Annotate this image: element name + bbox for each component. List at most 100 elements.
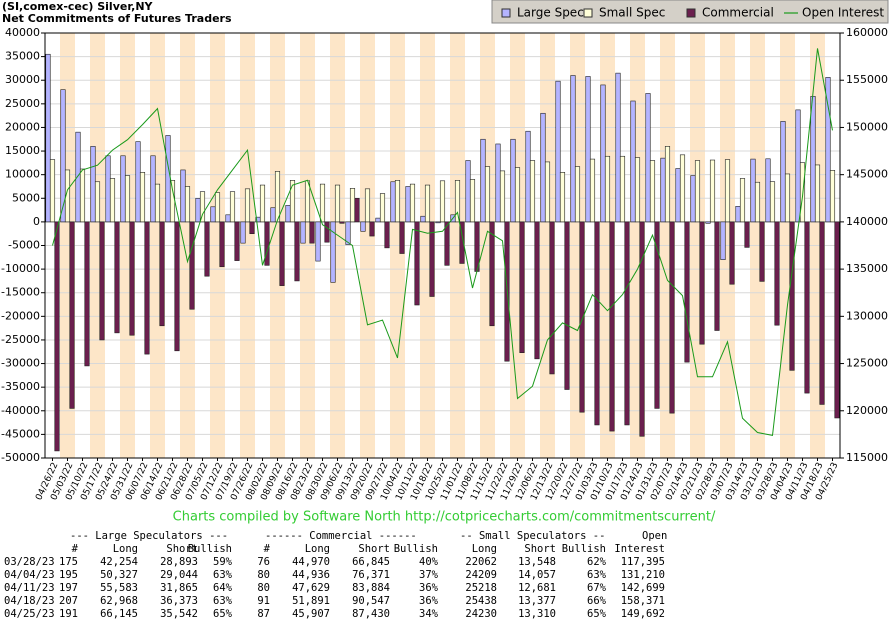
bar — [264, 221, 270, 266]
bar — [709, 159, 716, 223]
chart-subtitle: Net Commitments of Futures Traders — [2, 12, 232, 25]
legend-label: Large Spec — [517, 6, 584, 20]
table-cell: 90,547 — [352, 595, 390, 607]
table-group-header: -- Small Speculators -- — [460, 530, 605, 542]
bar — [675, 168, 681, 223]
bar — [109, 178, 116, 223]
bar — [739, 178, 746, 223]
bar — [819, 221, 825, 405]
bar — [439, 180, 446, 223]
bar — [180, 169, 186, 223]
table-column-header: Bullish — [188, 543, 232, 555]
bar — [690, 175, 696, 223]
bar — [564, 221, 570, 390]
bar — [375, 217, 381, 223]
y-tick-label: -5000 — [8, 239, 40, 252]
bar — [360, 221, 366, 232]
bar — [534, 221, 540, 360]
bar — [345, 221, 351, 245]
y-tick-label: -10000 — [1, 262, 40, 275]
bar — [724, 159, 731, 223]
table-cell: 24230 — [465, 608, 497, 620]
y-tick-label: 0 — [33, 215, 40, 228]
y-tick-label: 15000 — [5, 144, 40, 157]
bar — [259, 184, 266, 223]
y-tick-label: -45000 — [1, 427, 40, 440]
legend-label: Open Interest — [802, 6, 884, 20]
bar — [60, 89, 66, 223]
bar — [754, 181, 761, 223]
bar — [184, 186, 191, 223]
bar — [639, 221, 645, 437]
table-column-header: Interest — [614, 543, 665, 555]
bar — [579, 221, 585, 413]
bar — [304, 180, 311, 223]
bar — [630, 100, 636, 223]
table-cell: 63% — [213, 595, 233, 607]
bar — [519, 221, 525, 353]
bar — [525, 130, 531, 223]
bar — [660, 157, 666, 223]
y-tick-label: -35000 — [1, 380, 40, 393]
bar — [334, 184, 341, 223]
table-cell: 197 — [59, 582, 78, 594]
table-cell: 34% — [419, 608, 439, 620]
table-cell: 83,884 — [352, 582, 390, 594]
bar — [495, 143, 501, 223]
table-cell: 47,629 — [292, 582, 330, 594]
table-column-header: Short — [166, 543, 198, 555]
bar — [510, 138, 516, 223]
bar — [234, 221, 240, 261]
table-cell: 62,968 — [100, 595, 138, 607]
table-date: 04/25/23 — [4, 608, 55, 620]
bar — [600, 84, 606, 223]
table-cell: 117,395 — [621, 556, 665, 568]
bar — [765, 158, 771, 223]
table-cell: 31,865 — [160, 582, 198, 594]
bar — [139, 172, 146, 223]
y2-tick-label: 145000 — [846, 168, 888, 181]
bar — [619, 155, 626, 223]
bar — [489, 221, 495, 327]
table-column-header: Long — [305, 543, 330, 555]
table-cell: 158,371 — [621, 595, 665, 607]
bar — [300, 221, 306, 244]
bar — [574, 166, 581, 223]
legend-swatch — [501, 8, 511, 18]
bar — [549, 221, 555, 375]
bar — [364, 188, 371, 223]
bar — [774, 221, 780, 326]
bar — [669, 221, 675, 414]
table-column-header: Bullish — [394, 543, 438, 555]
bar — [604, 155, 611, 223]
bar — [244, 188, 251, 223]
bar — [384, 221, 390, 249]
legend-label: Commercial — [702, 6, 774, 20]
bar — [810, 96, 816, 223]
bar — [694, 160, 701, 223]
bar — [279, 221, 285, 286]
bar — [154, 183, 161, 223]
table-group-header: --- Large Speculators --- — [70, 530, 228, 542]
y2-tick-label: 155000 — [846, 73, 888, 86]
table-cell: 63% — [587, 569, 607, 581]
y-tick-label: 35000 — [5, 50, 40, 63]
bar — [330, 221, 336, 283]
line-series — [52, 48, 833, 436]
bar — [45, 53, 51, 223]
bar — [379, 193, 386, 223]
bar — [225, 214, 231, 223]
table-cell: 50,327 — [100, 569, 138, 581]
bar — [289, 180, 296, 223]
bar — [555, 80, 561, 223]
table-cell: 12,681 — [518, 582, 556, 594]
bar — [270, 207, 276, 223]
bar — [174, 221, 180, 352]
bar — [144, 221, 150, 355]
bar — [214, 192, 221, 223]
table-cell: 64% — [213, 582, 233, 594]
y2-tick-label: 135000 — [846, 262, 888, 275]
bar — [90, 146, 96, 223]
table-column-header: # — [264, 543, 271, 555]
